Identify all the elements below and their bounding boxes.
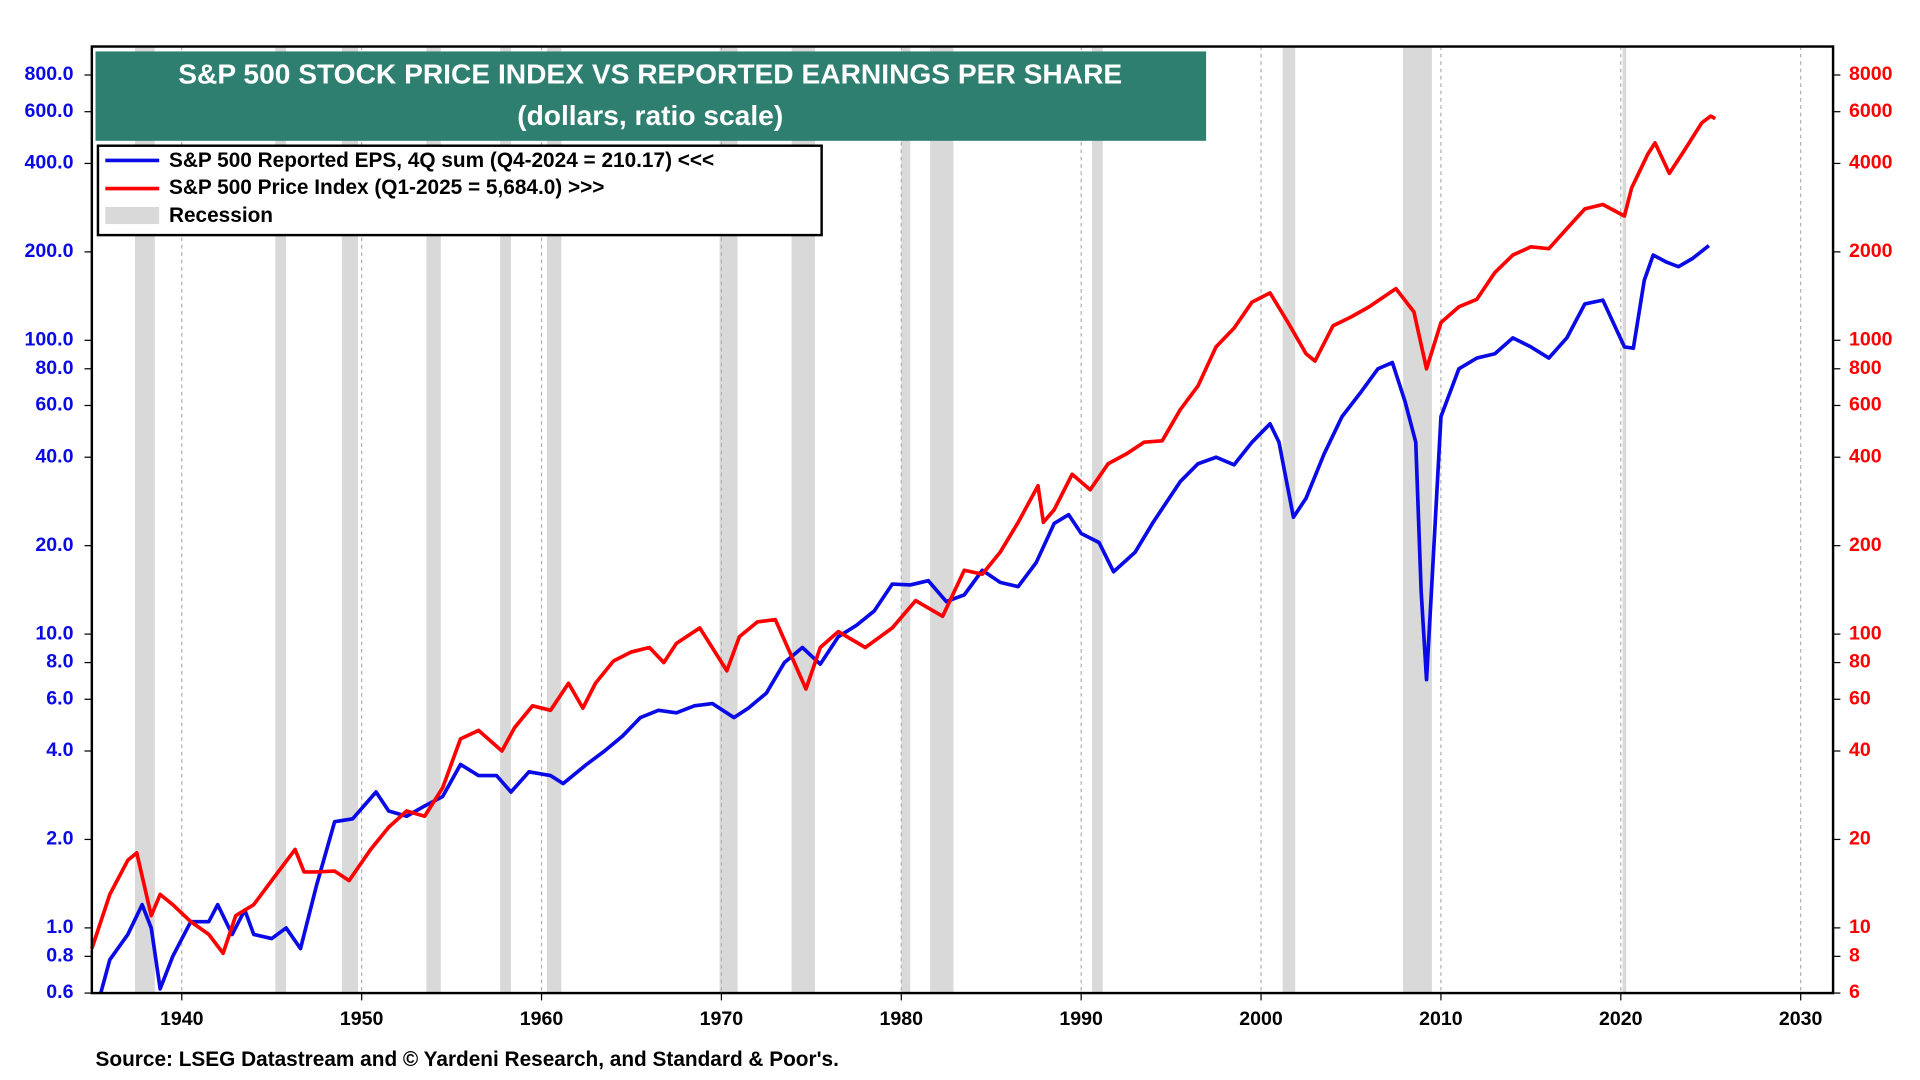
y2-tick-label: 400	[1849, 445, 1882, 467]
x-tick-label: 1950	[340, 1008, 384, 1030]
title-box	[95, 51, 1207, 141]
y-tick-label: 0.6	[46, 981, 73, 1003]
y-tick-label: 8.0	[46, 651, 73, 673]
recession-band	[1091, 46, 1103, 994]
y2-tick-label: 4000	[1849, 152, 1893, 174]
x-tick-label: 1960	[520, 1008, 564, 1030]
x-tick-label: 1970	[700, 1008, 744, 1030]
legend-swatch	[105, 206, 160, 225]
recession-band	[791, 46, 815, 994]
y2-tick-label: 8000	[1849, 63, 1893, 85]
recession-band	[500, 46, 511, 994]
y2-tick-label: 8	[1849, 945, 1860, 967]
x-tick-label: 2030	[1779, 1008, 1823, 1030]
recession-band	[901, 46, 911, 994]
y2-tick-label: 1000	[1849, 328, 1893, 350]
x-tick-label: 1980	[880, 1008, 924, 1030]
legend-box	[96, 144, 823, 237]
plot-frame	[90, 45, 1835, 995]
y2-tick-label: 100	[1849, 622, 1882, 644]
y2-tick-label: 20	[1849, 828, 1871, 850]
y-tick-label: 0.8	[46, 945, 73, 967]
recession-band	[546, 46, 562, 994]
chart-subtitle: (dollars, ratio scale)	[517, 100, 783, 131]
legend-label: Recession	[169, 204, 273, 227]
y2-tick-label: 200	[1849, 534, 1882, 556]
recession-band	[930, 46, 954, 994]
x-tick-label: 1940	[160, 1008, 204, 1030]
y2-tick-label: 40	[1849, 739, 1871, 761]
y-tick-label: 600.0	[24, 100, 73, 122]
chart-title: S&P 500 STOCK PRICE INDEX VS REPORTED EA…	[178, 58, 1122, 89]
y-tick-label: 20.0	[35, 534, 73, 556]
y2-tick-label: 6	[1849, 981, 1860, 1003]
y2-tick-label: 6000	[1849, 100, 1893, 122]
series-line	[99, 244, 1711, 994]
y-tick-label: 400.0	[24, 152, 73, 174]
recession-band	[719, 46, 738, 994]
x-tick-label: 2000	[1239, 1008, 1283, 1030]
y2-tick-label: 60	[1849, 687, 1871, 709]
y2-tick-label: 10	[1849, 916, 1871, 938]
y2-tick-label: 80	[1849, 651, 1871, 673]
recession-band	[426, 46, 441, 994]
y-tick-label: 80.0	[35, 357, 73, 379]
y2-tick-label: 2000	[1849, 240, 1893, 262]
legend-label: S&P 500 Reported EPS, 4Q sum (Q4-2024 = …	[169, 149, 714, 172]
y-tick-label: 60.0	[35, 394, 73, 416]
y-tick-label: 6.0	[46, 687, 73, 709]
x-tick-label: 1990	[1059, 1008, 1103, 1030]
recession-band	[1282, 46, 1296, 994]
plot-area	[90, 46, 1802, 994]
recession-band	[135, 46, 155, 994]
source-note: Source: LSEG Datastream and © Yardeni Re…	[96, 1048, 839, 1071]
recession-band	[341, 46, 359, 994]
x-tick-label: 2020	[1599, 1008, 1643, 1030]
series-line	[90, 114, 1717, 956]
recession-band	[1622, 46, 1627, 994]
y2-tick-label: 800	[1849, 357, 1882, 379]
y-tick-label: 100.0	[24, 328, 73, 350]
x-tick-label: 2010	[1419, 1008, 1463, 1030]
y-tick-label: 4.0	[46, 739, 73, 761]
recession-band	[275, 46, 287, 994]
legend-label: S&P 500 Price Index (Q1-2025 = 5,684.0) …	[169, 176, 604, 199]
y-tick-label: 10.0	[35, 622, 73, 644]
y-tick-label: 1.0	[46, 916, 73, 938]
y-tick-label: 40.0	[35, 445, 73, 467]
y-tick-label: 2.0	[46, 828, 73, 850]
y-tick-label: 200.0	[24, 240, 73, 262]
y-tick-label: 800.0	[24, 63, 73, 85]
y2-tick-label: 600	[1849, 394, 1882, 416]
